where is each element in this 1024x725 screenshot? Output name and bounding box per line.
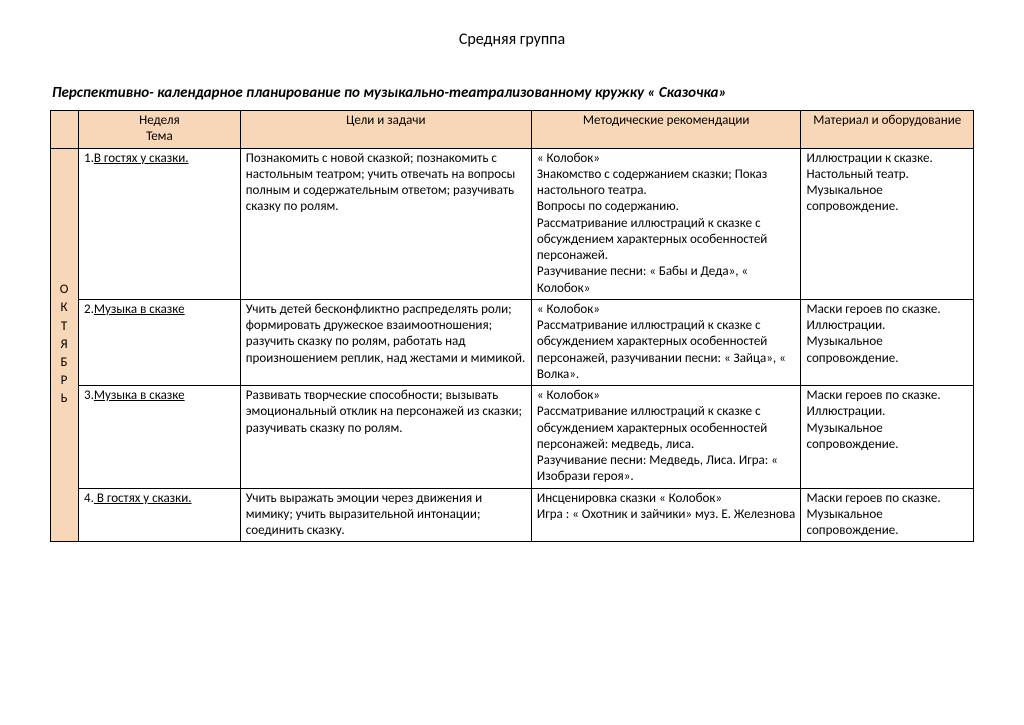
cell-material: Маски героев по сказке. Иллюстрации. Муз… bbox=[801, 299, 974, 385]
cell-week: 1.В гостях у сказки. bbox=[79, 148, 241, 299]
cell-goals: Учить детей бесконфликтно распределять р… bbox=[240, 299, 531, 385]
table-row: ОКТЯБРЬ1.В гостях у сказки. Познакомить … bbox=[51, 148, 974, 299]
table-row: 2.Музыка в сказкеУчить детей бесконфликт… bbox=[51, 299, 974, 385]
cell-week: 2.Музыка в сказке bbox=[79, 299, 241, 385]
cell-week: 4. В гостях у сказки. bbox=[79, 488, 241, 542]
table-row: 4. В гостях у сказки.Учить выражать эмоц… bbox=[51, 488, 974, 542]
cell-method: « Колобок» Рассматривание иллюстраций к … bbox=[531, 299, 801, 385]
subtitle: Перспективно- календарное планирование п… bbox=[50, 84, 974, 102]
cell-method: Инсценировка сказки « Колобок» Игра : « … bbox=[531, 488, 801, 542]
month-label: ОКТЯБРЬ bbox=[51, 148, 79, 542]
cell-goals: Учить выражать эмоции через движения и м… bbox=[240, 488, 531, 542]
cell-goals: Развивать творческие способности; вызыва… bbox=[240, 386, 531, 489]
header-goals: Цели и задачи bbox=[240, 111, 531, 149]
cell-material: Маски героев по сказке. Иллюстрации. Муз… bbox=[801, 386, 974, 489]
table-row: 3.Музыка в сказкеРазвивать творческие сп… bbox=[51, 386, 974, 489]
cell-material: Иллюстрации к сказке. Настольный театр. … bbox=[801, 148, 974, 299]
cell-method: « Колобок» Знакомство с содержанием сказ… bbox=[531, 148, 801, 299]
header-material: Материал и оборудование bbox=[801, 111, 974, 149]
header-month bbox=[51, 111, 79, 149]
cell-method: « Колобок» Рассматривание иллюстраций к … bbox=[531, 386, 801, 489]
header-week: Неделя Тема bbox=[79, 111, 241, 149]
page-title: Средняя группа bbox=[50, 30, 974, 49]
header-method: Методические рекомендации bbox=[531, 111, 801, 149]
cell-material: Маски героев по сказке. Музыкальное сопр… bbox=[801, 488, 974, 542]
cell-week: 3.Музыка в сказке bbox=[79, 386, 241, 489]
table-header-row: Неделя Тема Цели и задачи Методические р… bbox=[51, 111, 974, 149]
cell-goals: Познакомить с новой сказкой; познакомить… bbox=[240, 148, 531, 299]
planning-table: Неделя Тема Цели и задачи Методические р… bbox=[50, 110, 974, 542]
